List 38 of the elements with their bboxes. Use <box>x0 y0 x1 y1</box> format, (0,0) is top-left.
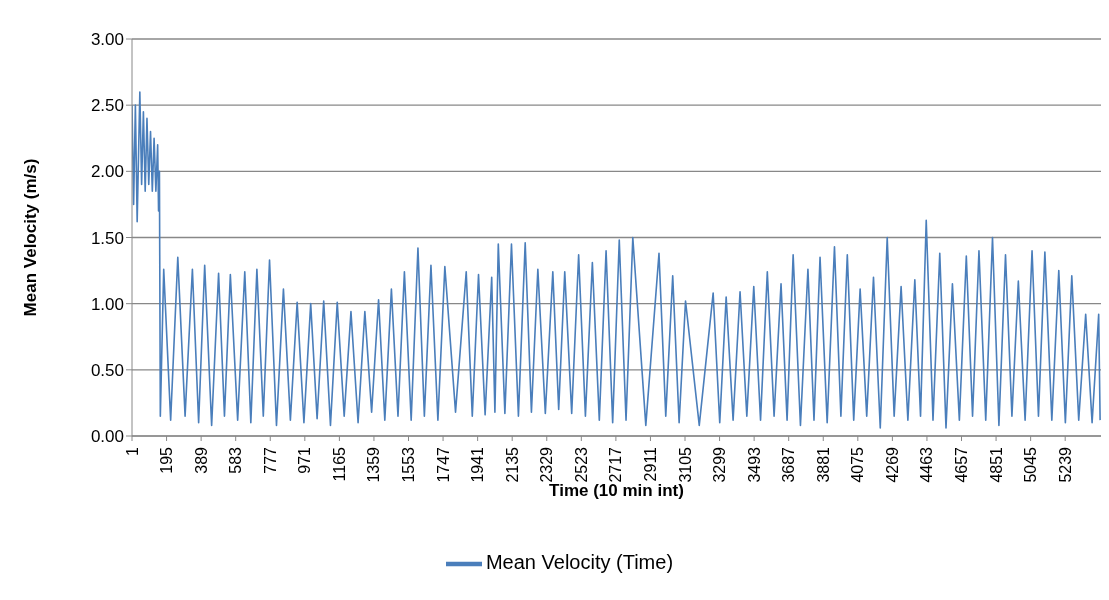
x-axis-title: Time (10 min int) <box>549 481 684 500</box>
x-tick-label: 3299 <box>711 446 729 483</box>
x-tick-label: 2717 <box>607 446 625 483</box>
x-tick-label: 583 <box>227 446 245 474</box>
y-tick-label: 2.50 <box>90 96 124 116</box>
x-tick-label: 3881 <box>814 446 832 483</box>
x-tick-label: 389 <box>192 446 210 474</box>
y-tick-label: 1.50 <box>90 228 124 248</box>
y-tick-label: 3.00 <box>90 30 124 50</box>
x-tick-label: 777 <box>261 446 279 474</box>
y-axis-title: Mean Velocity (m/s) <box>21 158 41 317</box>
y-tick-label: 1.00 <box>90 294 124 314</box>
x-tick-label: 1165 <box>330 446 348 482</box>
x-tick-label: 4463 <box>918 446 936 483</box>
x-tick-label: 1 <box>123 446 141 456</box>
x-tick-label: 2523 <box>572 446 590 483</box>
x-tick-label: 4075 <box>849 446 867 483</box>
x-tick-label: 1941 <box>469 446 487 483</box>
x-tick-label: 195 <box>158 446 176 474</box>
x-tick-label: 1359 <box>365 446 383 483</box>
x-tick-label: 2135 <box>503 446 521 483</box>
x-tick-label: 971 <box>296 446 314 474</box>
x-tick-label: 5239 <box>1056 446 1074 483</box>
x-tick-label: 1553 <box>400 446 417 483</box>
y-tick-label: 2.00 <box>90 162 124 182</box>
y-tick-label: 0.50 <box>90 360 124 380</box>
x-tick-label: 3105 <box>676 446 694 483</box>
x-tick-label: 3687 <box>780 446 798 483</box>
y-tick-label: 0.00 <box>90 427 124 447</box>
legend-label: Mean Velocity (Time) <box>485 551 674 574</box>
x-tick-label: 1747 <box>434 446 452 483</box>
x-tick-label: 2911 <box>641 446 659 482</box>
x-tick-label: 4851 <box>987 446 1005 483</box>
x-tick-label: 4657 <box>953 446 970 483</box>
x-tick-label: 3493 <box>745 446 763 483</box>
x-tick-label: 2329 <box>538 446 556 483</box>
x-tick-label: 5045 <box>1022 446 1040 483</box>
x-tick-label: 4269 <box>883 446 901 483</box>
